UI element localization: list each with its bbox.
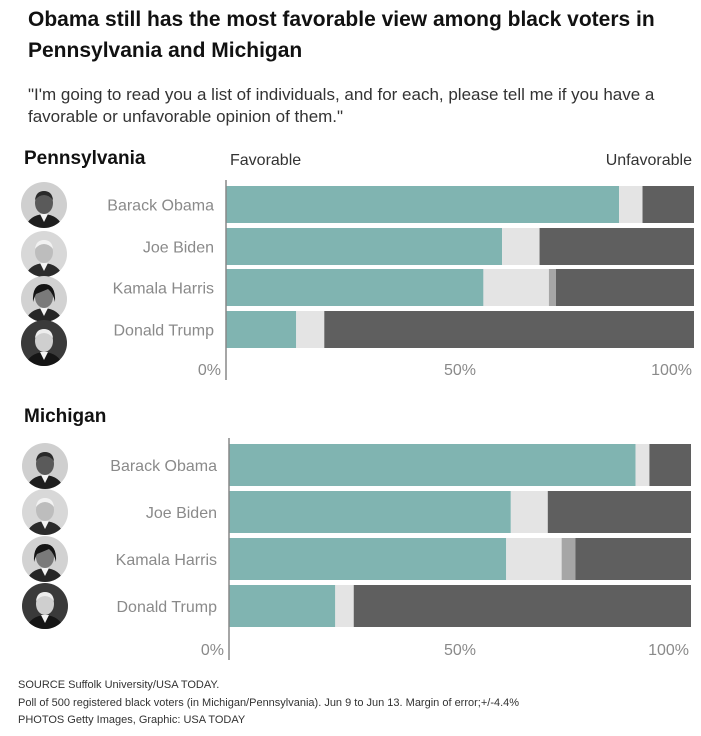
x-tick-0: 0% [198, 362, 221, 379]
bar-joe-biden-unfavorable [539, 228, 694, 265]
row-label-joe-biden: Joe Biden [146, 505, 217, 522]
x-tick-100: 100% [651, 362, 692, 379]
avatar-joe-biden-mi [22, 489, 68, 535]
x-tick-0: 0% [201, 642, 224, 659]
pennsylvania-chart: Barack Obama Joe Biden Kamala Harris Donald… [107, 180, 694, 380]
bar-kamala-harris-favorable [229, 538, 507, 580]
bar-donald-trump-favorable [226, 311, 297, 348]
bar-barack-obama-unfavorable [642, 186, 694, 223]
row-label-barack-obama: Barack Obama [107, 198, 214, 215]
favorable-label: Favorable [230, 152, 302, 169]
avatar-joe-biden [21, 231, 67, 277]
x-tick-50: 50% [444, 642, 476, 659]
chart-subtitle: "I'm going to read you a list of individ… [28, 85, 655, 126]
bar-kamala-harris-never-heard [561, 538, 576, 580]
chart-title: Obama still has the most favorable view … [28, 8, 655, 62]
x-tick-50: 50% [444, 362, 476, 379]
bar-kamala-harris-favorable [226, 269, 484, 306]
unfavorable-label: Unfavorable [605, 152, 692, 169]
bar-joe-biden-undecided [502, 228, 540, 265]
row-label-barack-obama: Barack Obama [110, 458, 217, 475]
row-label-kamala-harris: Kamala Harris [116, 552, 217, 569]
bar-barack-obama-undecided [635, 444, 650, 486]
bar-joe-biden-favorable [229, 491, 511, 533]
avatar-donald-trump [21, 320, 67, 366]
source-note: SOURCE Suffolk University/USA TODAY. [18, 679, 220, 691]
bar-kamala-harris-undecided [483, 269, 549, 306]
avatar-kamala-harris-mi [22, 536, 68, 582]
row-label-kamala-harris: Kamala Harris [113, 281, 214, 298]
poll-note: Poll of 500 registered black voters (in … [18, 697, 520, 709]
bar-joe-biden-undecided [510, 491, 548, 533]
section-title-michigan: Michigan [24, 406, 107, 427]
avatar-barack-obama-mi [22, 443, 68, 489]
michigan-chart: Barack Obama Joe Biden Kamala Harris Donald… [110, 438, 691, 660]
bar-donald-trump-unfavorable [324, 311, 694, 348]
row-label-donald-trump: Donald Trump [117, 599, 218, 616]
bar-donald-trump-undecided [296, 311, 325, 348]
bar-barack-obama-favorable [229, 444, 636, 486]
bar-kamala-harris-unfavorable [575, 538, 691, 580]
x-tick-100: 100% [648, 642, 689, 659]
bar-barack-obama-favorable [226, 186, 620, 223]
section-title-pennsylvania: Pennsylvania [24, 148, 146, 169]
bar-joe-biden-favorable [226, 228, 503, 265]
bar-kamala-harris-never-heard [548, 269, 556, 306]
photos-credit: PHOTOS Getty Images, Graphic: USA TODAY [18, 714, 246, 726]
avatar-donald-trump-mi [22, 583, 68, 629]
bar-donald-trump-favorable [229, 585, 336, 627]
avatar-kamala-harris [21, 276, 67, 322]
row-label-donald-trump: Donald Trump [114, 323, 215, 340]
bar-joe-biden-unfavorable [547, 491, 691, 533]
bar-donald-trump-unfavorable [353, 585, 691, 627]
bar-barack-obama-unfavorable [649, 444, 691, 486]
bar-kamala-harris-unfavorable [555, 269, 694, 306]
avatar-barack-obama [21, 182, 67, 228]
bar-donald-trump-undecided [335, 585, 354, 627]
bar-kamala-harris-undecided [506, 538, 562, 580]
bar-barack-obama-undecided [619, 186, 643, 223]
row-label-joe-biden: Joe Biden [143, 240, 214, 257]
